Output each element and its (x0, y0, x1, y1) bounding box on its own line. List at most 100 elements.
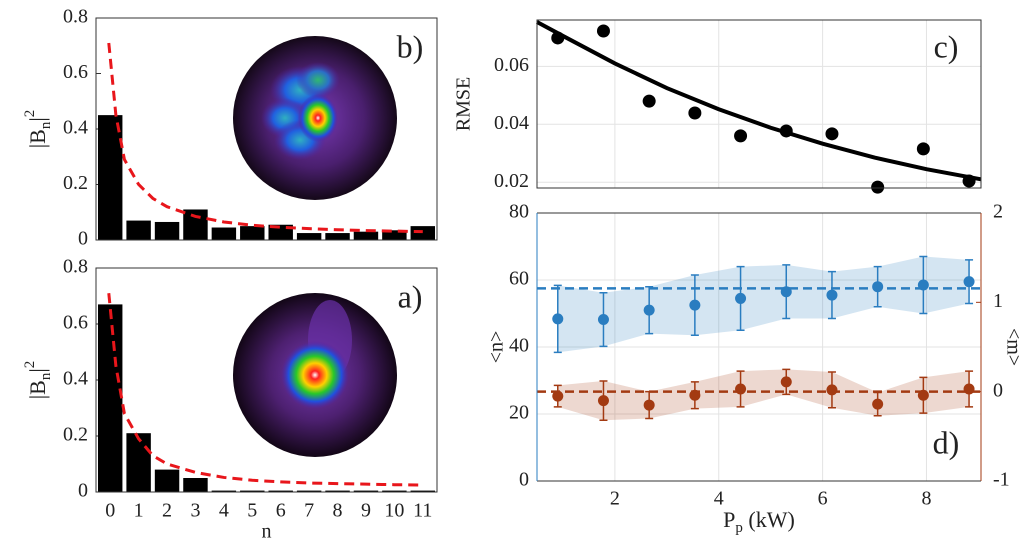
point (598, 395, 609, 406)
bar (183, 209, 207, 240)
y-tick-label: 0 (78, 480, 88, 502)
axis-label: Pp (kW) (723, 507, 795, 536)
point (826, 384, 837, 395)
error-band (558, 369, 969, 420)
point (781, 286, 792, 297)
y-tick-label: 20 (509, 402, 529, 424)
y2-tick-label: 2 (993, 201, 1003, 223)
bar (325, 233, 349, 240)
x-tick-label: 2 (162, 500, 172, 522)
x-tick-label: 6 (276, 500, 286, 522)
figure: 00.20.40.60.8|Bn|2b)00.20.40.60.80123456… (0, 0, 1026, 544)
bar (126, 433, 150, 492)
axes-frame (537, 20, 981, 188)
y-axis-label: <n> (486, 331, 508, 364)
bar (126, 221, 150, 240)
y-tick-label: 0.6 (63, 61, 88, 83)
point (735, 383, 746, 394)
point (917, 142, 930, 155)
point (780, 124, 793, 137)
point (643, 95, 656, 108)
x-tick-label: 3 (190, 500, 200, 522)
point (735, 293, 746, 304)
y2-tick-label: 1 (993, 290, 1003, 312)
bar (240, 226, 264, 240)
point (872, 399, 883, 410)
x-axis-label: n (262, 521, 272, 543)
y-tick-label: 40 (509, 335, 529, 357)
point (964, 383, 975, 394)
y-tick-label: 0.8 (63, 6, 88, 28)
axis-label-part: |B (25, 380, 50, 399)
point (825, 127, 838, 140)
axis-label-part: P (723, 507, 735, 532)
point (551, 31, 564, 44)
y-tick-label: 0.2 (63, 172, 88, 194)
panel-label: a) (398, 278, 423, 314)
y2-tick-label: 0 (993, 379, 1003, 401)
error-band (558, 257, 969, 353)
x-tick-label: 6 (818, 488, 828, 510)
point (964, 276, 975, 287)
bar (411, 226, 435, 240)
bar (183, 478, 207, 492)
y-tick-label: 0.8 (63, 256, 88, 278)
beam-image-a (233, 293, 397, 457)
x-tick-label: 10 (384, 500, 404, 522)
x-tick-label: 11 (413, 500, 432, 522)
point (644, 305, 655, 316)
bar (98, 304, 122, 492)
y-tick-label: 0.2 (63, 424, 88, 446)
point (552, 313, 563, 324)
bar (155, 470, 179, 492)
point (826, 290, 837, 301)
y-tick-label: 0.04 (494, 112, 529, 134)
x-tick-label: 8 (333, 500, 343, 522)
point (688, 106, 701, 119)
x-tick-label: 5 (247, 500, 257, 522)
point (644, 400, 655, 411)
y-tick-label: 0.4 (63, 117, 88, 139)
y-tick-label: 0.06 (494, 54, 529, 76)
y-tick-label: 0 (78, 228, 88, 250)
x-tick-label: 7 (304, 500, 314, 522)
axis-label-part: 2 (22, 361, 38, 369)
axis-label-part: (kW) (743, 507, 795, 532)
fit-line (537, 22, 981, 179)
y-tick-label: 0.6 (63, 312, 88, 334)
point (734, 129, 747, 142)
y-axis-label: RMSE (453, 77, 475, 131)
point (597, 25, 610, 38)
point (689, 300, 700, 311)
axis-label: |Bn|2 (22, 110, 54, 148)
y2-tick-label: -1 (993, 469, 1010, 491)
y-tick-label: 0.02 (494, 170, 529, 192)
point (781, 376, 792, 387)
point (918, 390, 929, 401)
point (552, 391, 563, 402)
panel-label: c) (934, 28, 959, 64)
axis-label: |Bn|2 (22, 361, 54, 399)
bar (354, 232, 378, 240)
axis-label-part: |B (25, 129, 50, 148)
x-tick-label: 9 (361, 500, 371, 522)
panel-label: d) (933, 424, 960, 460)
panel-label: b) (397, 28, 424, 64)
point (918, 280, 929, 291)
x-tick-label: 1 (134, 500, 144, 522)
y-tick-label: 0 (519, 469, 529, 491)
x-tick-label: 4 (219, 500, 229, 522)
point (872, 281, 883, 292)
y-tick-label: 80 (509, 201, 529, 223)
point (871, 181, 884, 194)
point (598, 314, 609, 325)
x-tick-label: 0 (105, 500, 115, 522)
x-tick-label: 2 (610, 488, 620, 510)
y-tick-label: 60 (509, 268, 529, 290)
point (963, 175, 976, 188)
y2-axis-label: <m> (1002, 328, 1024, 366)
bar (212, 228, 236, 240)
point (689, 390, 700, 401)
y-tick-label: 0.4 (63, 368, 88, 390)
beam-image-b (233, 36, 397, 200)
